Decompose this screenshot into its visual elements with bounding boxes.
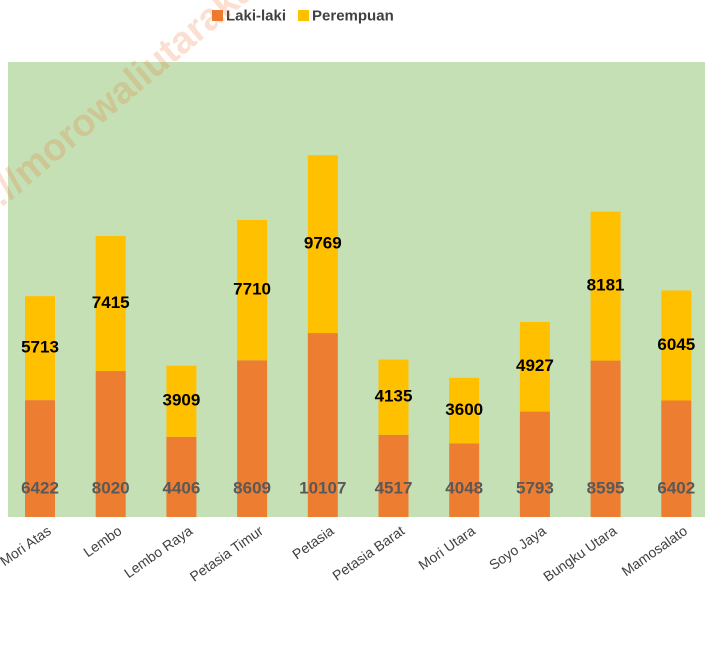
- x-tick-label: Mori Utara: [415, 522, 478, 573]
- data-label: 8020: [92, 478, 130, 497]
- bar-segment: [378, 434, 409, 517]
- legend-swatch: [298, 10, 310, 21]
- x-tick-label: Soyo Jaya: [486, 522, 549, 573]
- data-label: 4135: [375, 387, 413, 406]
- x-tick-label: Petasia Timur: [187, 522, 267, 584]
- bar-segment: [25, 400, 55, 517]
- bar-segment: [378, 359, 409, 435]
- bar-segment: [449, 377, 480, 444]
- bar-segment: [590, 360, 621, 517]
- bar-segment: [519, 321, 550, 412]
- data-label: 4517: [375, 478, 413, 497]
- data-label: 7710: [233, 280, 271, 299]
- data-label: 8609: [233, 478, 271, 497]
- data-label: 4927: [516, 356, 554, 375]
- bar-segment: [237, 219, 268, 361]
- x-tick-label: Mamosalato: [618, 522, 690, 579]
- legend-label: Perempuan: [312, 7, 394, 24]
- bar-segment: [307, 155, 338, 334]
- data-label: 5713: [21, 338, 59, 357]
- x-tick-label: Petasia Barat: [329, 522, 407, 583]
- legend-label: Laki-laki: [226, 7, 286, 24]
- bar-segment: [661, 290, 692, 401]
- data-label: 6402: [657, 478, 695, 497]
- bar-segment: [166, 365, 197, 437]
- data-label: 4406: [162, 478, 200, 497]
- data-label: 8595: [587, 478, 625, 497]
- data-label: 9769: [304, 234, 342, 253]
- data-label: 4048: [445, 478, 483, 497]
- bar-segment: [166, 436, 197, 517]
- bar-segment: [590, 211, 621, 361]
- bar-segment: [307, 333, 338, 517]
- bar-segment: [661, 400, 692, 517]
- data-label: 3600: [445, 400, 483, 419]
- x-tick-label: Lembo: [80, 522, 124, 560]
- data-label: 6422: [21, 478, 59, 497]
- data-label: 10107: [299, 478, 346, 497]
- x-tick-label: Petasia: [289, 522, 337, 562]
- data-label: 3909: [162, 391, 200, 410]
- x-tick-label: Mori Atas: [0, 522, 54, 569]
- x-tick-label: Lembo Raya: [121, 522, 195, 581]
- data-label: 5793: [516, 478, 554, 497]
- data-label: 7415: [92, 293, 130, 312]
- legend-swatch: [212, 10, 223, 21]
- bar-segment: [449, 443, 480, 517]
- data-label: 8181: [587, 276, 625, 295]
- bar-segment: [237, 360, 268, 517]
- bar-segment: [95, 371, 126, 517]
- bar-segment: [519, 411, 550, 517]
- data-label: 6045: [657, 335, 695, 354]
- x-tick-label: Bungku Utara: [540, 522, 619, 584]
- bar-segment: [25, 296, 55, 401]
- bar-segment: [95, 236, 126, 372]
